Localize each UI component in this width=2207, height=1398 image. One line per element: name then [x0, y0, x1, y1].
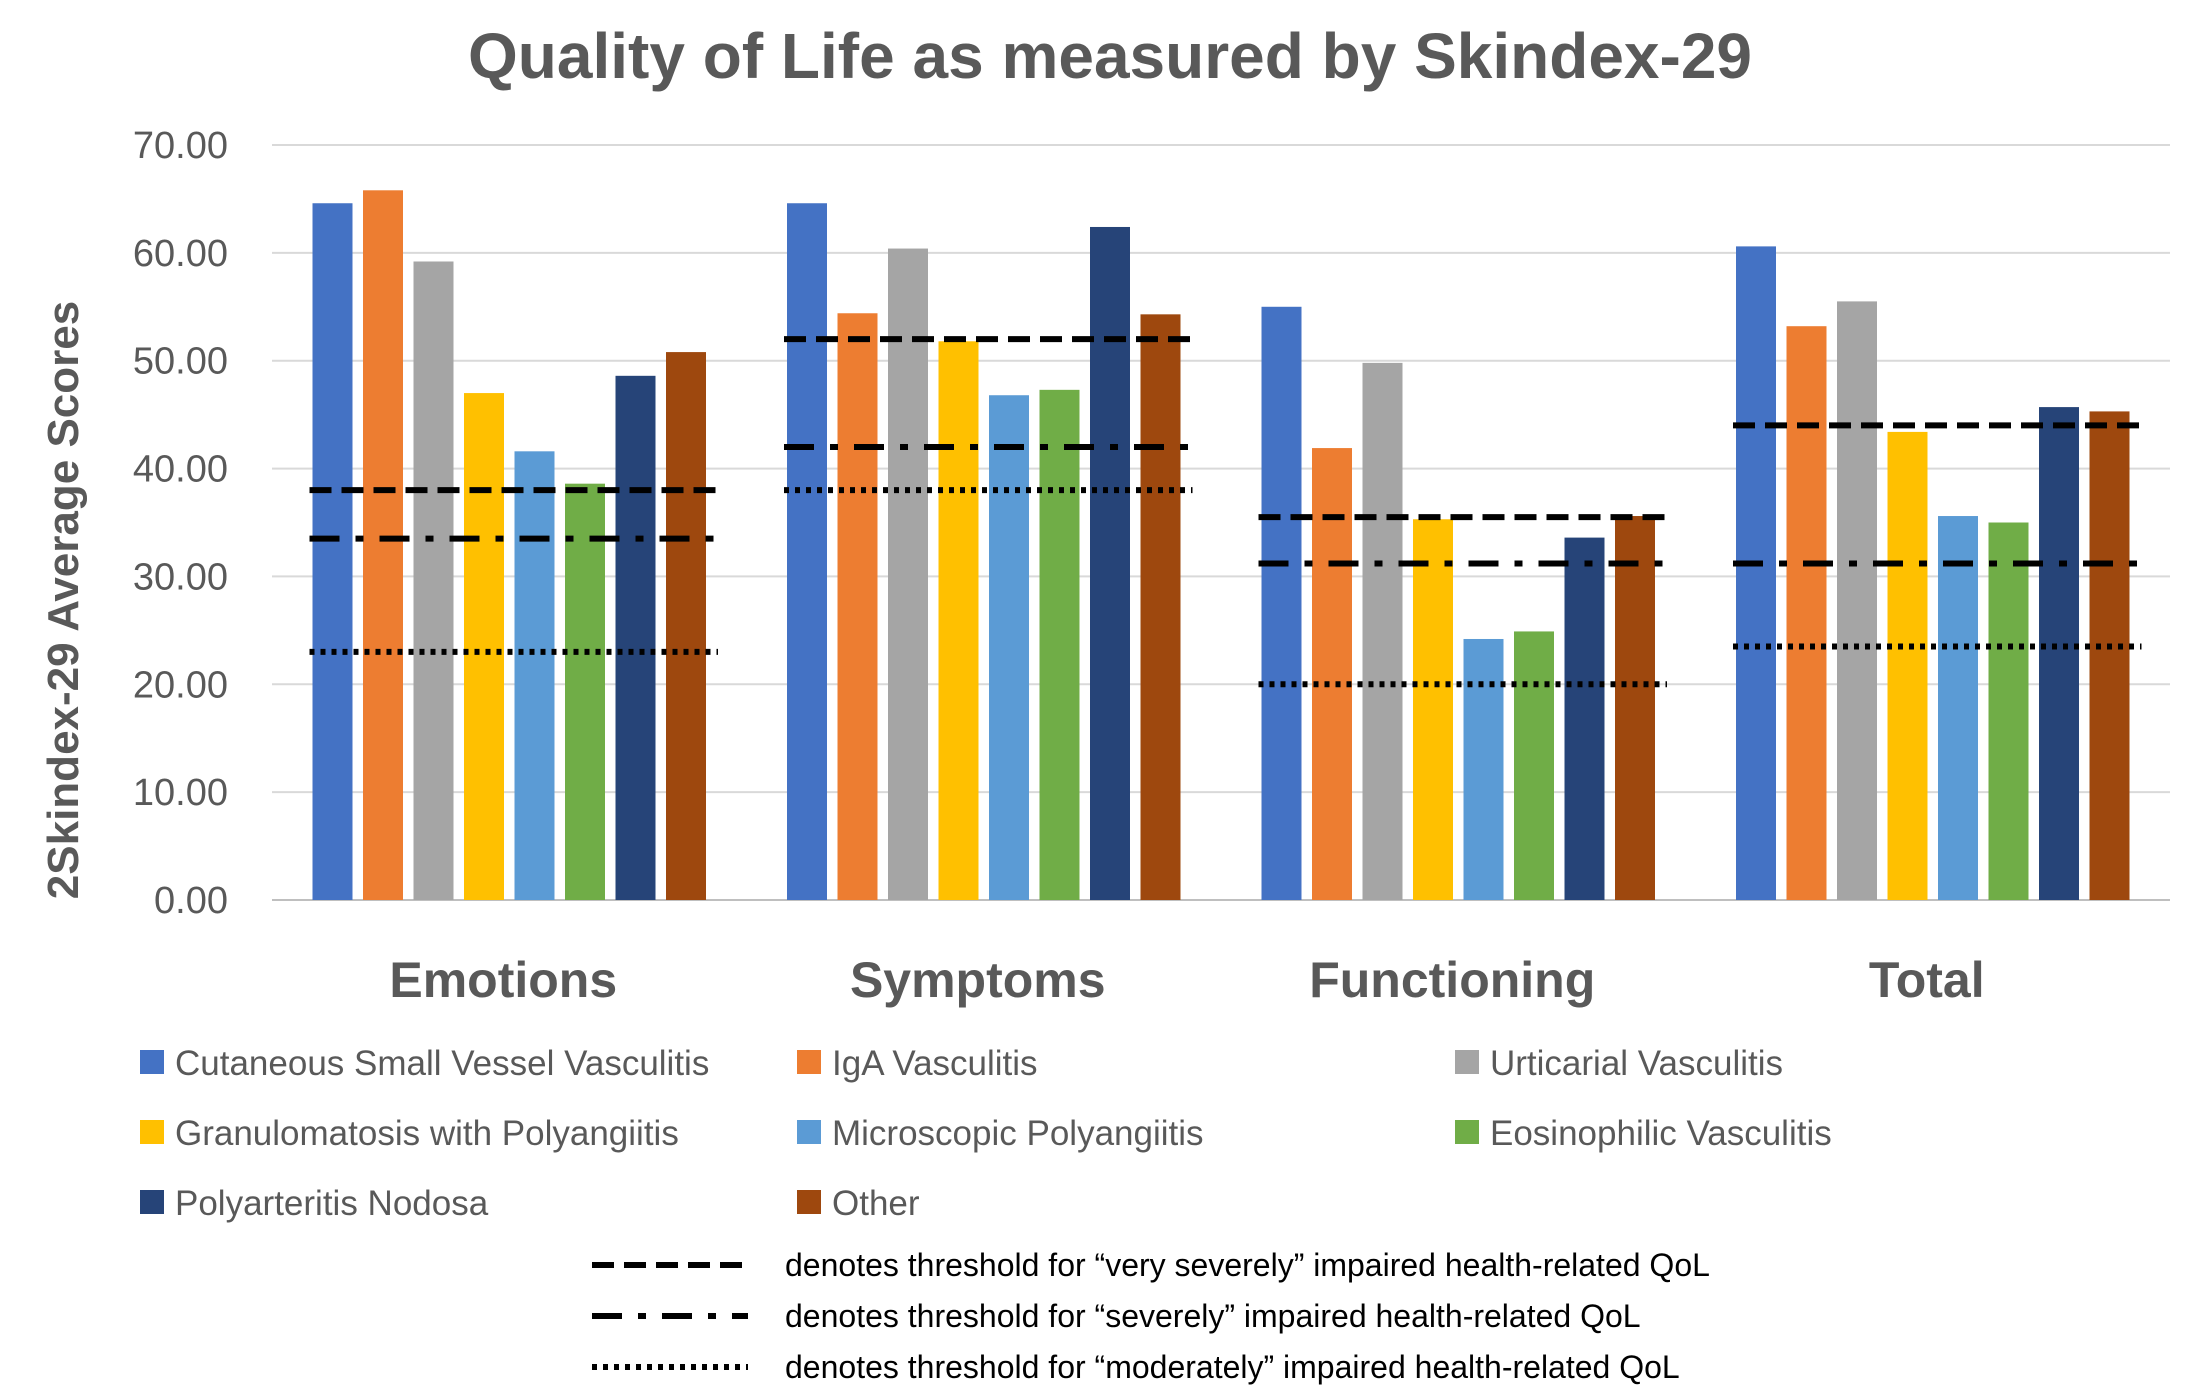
threshold-note: denotes threshold for “severely” impaire… — [785, 1298, 1641, 1334]
y-tick-label: 40.00 — [133, 449, 228, 491]
bar — [514, 451, 555, 900]
bar — [1736, 246, 1776, 900]
legend-label: Microscopic Polyangiitis — [832, 1114, 1204, 1153]
bar — [1413, 519, 1453, 900]
y-tick-label: 50.00 — [133, 341, 228, 383]
bar — [1837, 301, 1877, 901]
threshold-notes: denotes threshold for “very severely” im… — [592, 1247, 1710, 1385]
category-label: Symptoms — [850, 952, 1106, 1008]
category-labels: Emotions Symptoms Functioning Total — [389, 952, 1984, 1008]
bar — [1988, 522, 2029, 900]
bar — [837, 313, 878, 900]
y-tick-label: 30.00 — [133, 556, 228, 598]
legend-label: Urticarial Vasculitis — [1490, 1044, 1783, 1083]
legend-swatch — [1455, 1120, 1479, 1144]
bar — [1039, 389, 1080, 900]
y-tick-label: 60.00 — [133, 233, 228, 275]
y-axis-ticks: 0.00 10.00 20.00 30.00 40.00 50.00 60.00 70.00 — [133, 125, 228, 922]
y-tick-label: 20.00 — [133, 664, 228, 706]
legend-swatch — [140, 1120, 164, 1144]
bars — [312, 190, 2130, 901]
y-axis-label: 2Skindex-29 Average Scores — [39, 301, 88, 899]
bar — [1090, 226, 1130, 900]
legend-label: Cutaneous Small Vessel Vasculitis — [175, 1044, 709, 1083]
bar — [565, 483, 605, 900]
bar — [615, 375, 656, 900]
bar — [1312, 448, 1352, 900]
legend-swatch — [140, 1190, 164, 1214]
bar — [2039, 407, 2079, 900]
bar — [787, 203, 827, 900]
legend-label: Granulomatosis with Polyangiitis — [175, 1114, 679, 1153]
category-label: Emotions — [389, 952, 617, 1008]
gridlines — [272, 144, 2170, 901]
legend-swatch — [797, 1050, 821, 1074]
bar — [1786, 326, 1827, 900]
legend-label: Eosinophilic Vasculitis — [1490, 1114, 1832, 1153]
y-tick-label: 10.00 — [133, 772, 228, 814]
bar — [1261, 306, 1302, 900]
bar — [464, 393, 504, 900]
bar — [1463, 638, 1504, 900]
bar — [1140, 314, 1181, 901]
threshold-note: denotes threshold for “very severely” im… — [785, 1247, 1710, 1283]
threshold-note: denotes threshold for “moderately” impai… — [785, 1349, 1680, 1385]
bar — [1362, 362, 1403, 900]
legend-swatch — [797, 1190, 821, 1214]
chart-title: Quality of Life as measured by Skindex-2… — [468, 20, 1752, 92]
legend-label: Polyarteritis Nodosa — [175, 1184, 489, 1223]
threshold-lines — [309, 336, 2142, 688]
y-tick-label: 70.00 — [133, 125, 228, 167]
bar — [413, 261, 454, 900]
bar — [989, 395, 1029, 900]
bar — [938, 341, 979, 900]
legend-swatch — [1455, 1050, 1479, 1074]
bar — [1514, 631, 1554, 900]
bar — [1564, 537, 1605, 900]
legend-swatch — [797, 1120, 821, 1144]
category-label: Functioning — [1309, 952, 1595, 1008]
legend-label: IgA Vasculitis — [832, 1044, 1038, 1083]
bar — [2089, 411, 2130, 900]
legend-swatch — [140, 1050, 164, 1074]
bar — [1887, 431, 1928, 900]
bar — [1615, 516, 1655, 900]
legend: Cutaneous Small Vessel Vasculitis IgA Vas… — [140, 1044, 1832, 1223]
y-tick-label: 0.00 — [154, 880, 228, 922]
bar — [888, 248, 928, 901]
legend-label: Other — [832, 1184, 920, 1223]
bar — [666, 352, 706, 901]
bar — [1938, 516, 1978, 900]
category-label: Total — [1869, 952, 1985, 1008]
bar — [363, 190, 403, 901]
bar — [312, 203, 353, 900]
